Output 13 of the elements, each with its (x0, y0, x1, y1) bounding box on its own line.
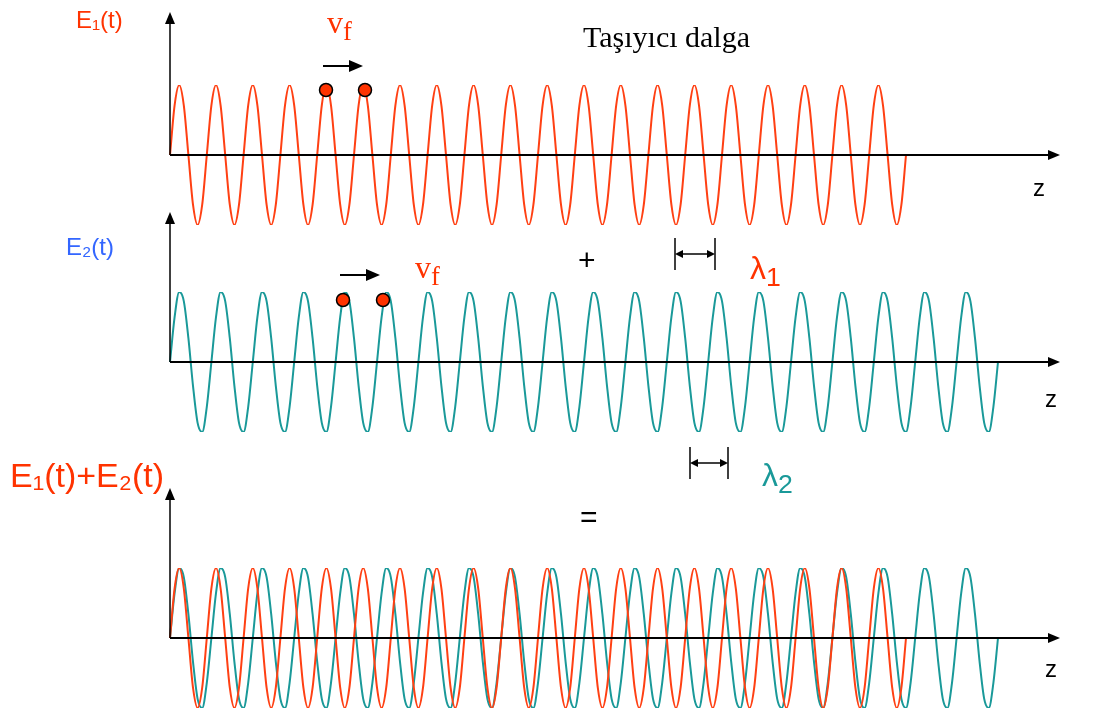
text: v$_{f}$ (327, 4, 352, 47)
x-axis-title: z (1033, 174, 1045, 201)
text: + (578, 243, 596, 276)
text: λ$_{2}$ (762, 457, 793, 500)
x-axis-title: z (1045, 385, 1057, 412)
y-axis-title: E₂(t) (66, 233, 114, 260)
x-axis-title: z (1045, 655, 1057, 682)
y-axis-title: E₁(t)+E₂(t) (10, 456, 165, 494)
text: v$_{f}$ (415, 249, 440, 292)
text: = (580, 500, 598, 533)
chart-title: Taşıyıcı dalga (583, 20, 751, 53)
y-axis-title: E₁(t) (76, 6, 123, 33)
annotation: λ$_{1}$ (750, 250, 781, 293)
